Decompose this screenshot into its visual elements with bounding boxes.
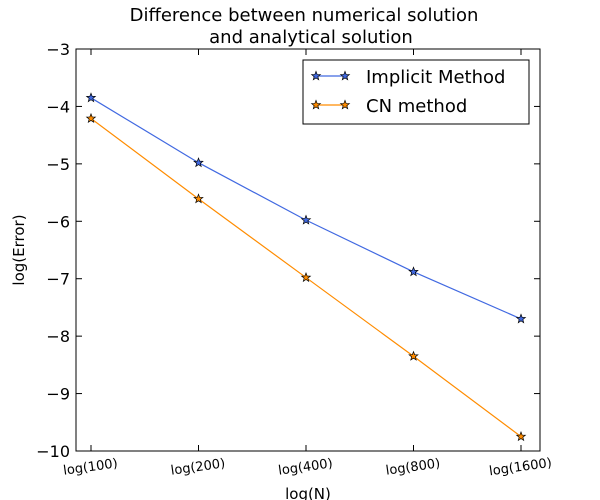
x-tick-label: log(800) [385, 456, 441, 478]
y-tick-label: −7 [46, 270, 70, 289]
legend-marker-implicit-method-left [310, 70, 322, 81]
y-axis-label: log(Error) [10, 214, 28, 285]
data-point-implicit-method [85, 92, 97, 103]
data-point-implicit-method [515, 313, 527, 324]
x-tick-label: log(1600) [488, 456, 553, 480]
series-implicit-method [85, 92, 527, 324]
legend-box [302, 59, 530, 125]
legend: Implicit Method CN method [302, 59, 530, 125]
y-tick-label: −4 [46, 97, 70, 116]
legend-label-cn-method: CN method [366, 96, 467, 117]
chart-title-line-1: Difference between numerical solution [130, 5, 479, 26]
y-axis: −3 −4 −5 −6 −7 −8 −9 −10 [36, 40, 540, 461]
legend-entry-implicit-method: Implicit Method [310, 67, 505, 88]
data-point-cn-method [193, 193, 204, 204]
legend-marker-cn-method-left [310, 99, 322, 110]
legend-entry-cn-method: CN method [310, 96, 467, 117]
y-tick-label: −5 [46, 155, 70, 174]
y-tick-label: −9 [46, 385, 70, 404]
x-tick-label: log(400) [277, 456, 333, 478]
x-axis-label: log(N) [285, 485, 331, 500]
data-point-cn-method [515, 431, 527, 442]
series-layer [85, 92, 527, 442]
y-tick-label: −6 [46, 212, 70, 231]
data-point-implicit-method [300, 214, 312, 225]
data-point-cn-method [408, 350, 419, 361]
y-tick-label: −10 [36, 442, 70, 461]
y-tick-label: −8 [46, 327, 70, 346]
series-cn-method [85, 112, 527, 442]
legend-label-implicit-method: Implicit Method [366, 67, 505, 88]
chart-title-line-2: and analytical solution [209, 27, 413, 48]
data-point-cn-method [300, 271, 312, 283]
y-tick-label: −3 [46, 40, 70, 59]
legend-marker-cn-method-right [339, 99, 351, 110]
data-point-implicit-method [193, 157, 204, 168]
x-tick-label: log(100) [62, 456, 118, 478]
legend-marker-implicit-method-right [339, 70, 351, 81]
x-tick-label: log(200) [170, 456, 226, 478]
data-point-implicit-method [408, 266, 419, 277]
data-point-cn-method [85, 112, 97, 124]
